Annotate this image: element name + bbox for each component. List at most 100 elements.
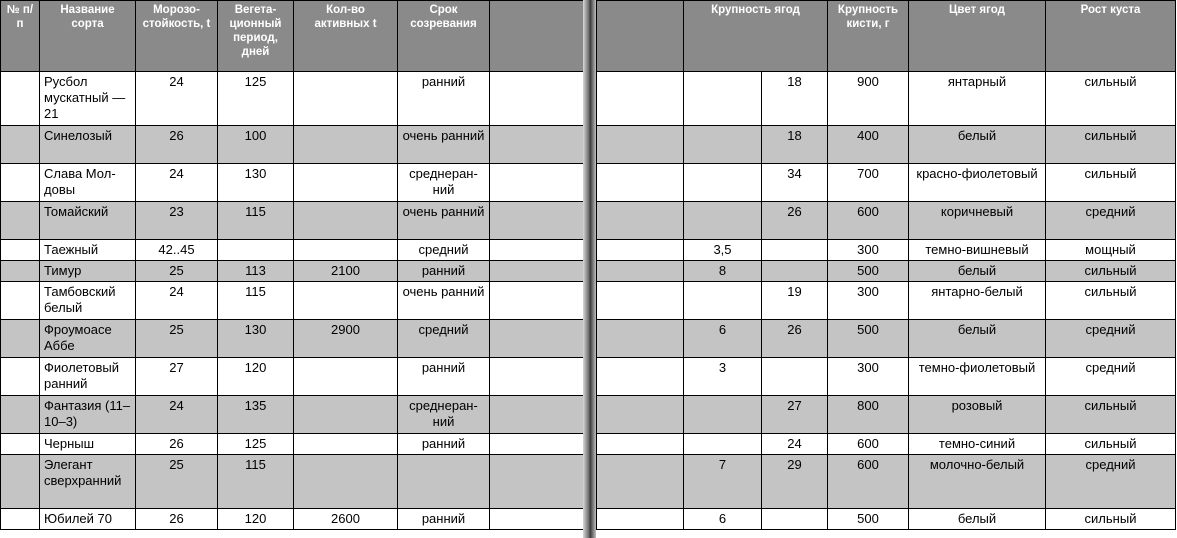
cell-number (0, 239, 40, 261)
cell-ripening-term (397, 454, 490, 509)
cell-variety-name: Таежный (39, 239, 136, 261)
col-header-berry-color: Цвет ягод (908, 0, 1046, 72)
cell-frost-resistance: 24 (135, 395, 218, 434)
col-header-cluster-size: Крупность кисти, г (827, 0, 909, 72)
cell-blank-right (596, 395, 684, 434)
cell-berry-size-b: 29 (761, 454, 828, 509)
table-row: Фантазия (11–10–3) 24 135 среднеран­ний (0, 395, 584, 434)
cell-blank-right (596, 508, 684, 530)
cell-blank-right (596, 239, 684, 261)
cell-variety-name: Фроумоасе Аббе (39, 319, 136, 358)
cell-frost-resistance: 26 (135, 508, 218, 530)
cell-blank (489, 454, 584, 509)
cell-bush-growth: сильный (1045, 163, 1176, 202)
cell-number (0, 433, 40, 455)
cell-vegetation-period (217, 239, 294, 261)
cell-cluster-size: 500 (827, 319, 909, 358)
col-header-number: № п/п (0, 0, 40, 72)
cell-blank (489, 163, 584, 202)
cell-berry-size-b: 27 (761, 395, 828, 434)
cell-variety-name: Слава Мол­довы (39, 163, 136, 202)
table-row: Фроумоасе Аббе 25 130 2900 средний (0, 319, 584, 358)
cell-frost-resistance: 25 (135, 319, 218, 358)
cell-frost-resistance: 25 (135, 260, 218, 282)
cell-cluster-size: 600 (827, 201, 909, 240)
cell-variety-name: Фиолето­вый ранний (39, 357, 136, 396)
page-gutter (583, 0, 596, 538)
cell-bush-growth: сильный (1045, 260, 1176, 282)
cell-active-temperatures (293, 125, 398, 164)
cell-active-temperatures: 2100 (293, 260, 398, 282)
cell-active-temperatures (293, 357, 398, 396)
cell-frost-resistance: 26 (135, 125, 218, 164)
cell-active-temperatures (293, 163, 398, 202)
cell-berry-size-b: 26 (761, 319, 828, 358)
cell-vegetation-period: 135 (217, 395, 294, 434)
cell-frost-resistance: 25 (135, 454, 218, 509)
cell-bush-growth: мощный (1045, 239, 1176, 261)
cell-ripening-term: очень ранний (397, 125, 490, 164)
cell-berry-size-a: 3,5 (683, 239, 762, 261)
cell-bush-growth: средний (1045, 319, 1176, 358)
cell-ripening-term: средний (397, 239, 490, 261)
cell-berry-color: белый (908, 260, 1046, 282)
cell-berry-size-a (683, 71, 762, 126)
cell-blank (489, 125, 584, 164)
cell-vegetation-period: 120 (217, 357, 294, 396)
table-row: 3 300 темно-фиолето­вый средний (596, 357, 1176, 396)
cell-berry-size-b (761, 357, 828, 396)
cell-ripening-term: очень ранний (397, 201, 490, 240)
cell-blank-right (596, 201, 684, 240)
cell-vegetation-period: 120 (217, 508, 294, 530)
cell-number (0, 319, 40, 358)
table-row: 6 26 500 белый средний (596, 319, 1176, 358)
cell-frost-resistance: 42..45 (135, 239, 218, 261)
cell-cluster-size: 600 (827, 433, 909, 455)
cell-bush-growth: сильный (1045, 71, 1176, 126)
cell-berry-size-a: 6 (683, 508, 762, 530)
cell-number (0, 281, 40, 320)
cell-bush-growth: сильный (1045, 125, 1176, 164)
cell-vegetation-period: 115 (217, 454, 294, 509)
col-header-blank-right (596, 0, 684, 72)
cell-blank (489, 357, 584, 396)
cell-berry-size-a (683, 201, 762, 240)
cell-blank (489, 508, 584, 530)
cell-cluster-size: 800 (827, 395, 909, 434)
cell-active-temperatures (293, 201, 398, 240)
cell-berry-size-b: 24 (761, 433, 828, 455)
cell-berry-color: розовый (908, 395, 1046, 434)
cell-number (0, 454, 40, 509)
table-row: 19 300 янтарно-белый сильный (596, 281, 1176, 320)
col-header-blank (489, 0, 584, 72)
cell-blank-right (596, 163, 684, 202)
cell-bush-growth: средний (1045, 201, 1176, 240)
cell-berry-color: красно-фиоле­товый (908, 163, 1046, 202)
cell-berry-color: белый (908, 125, 1046, 164)
cell-vegetation-period: 115 (217, 281, 294, 320)
cell-berry-color: молочно-белый (908, 454, 1046, 509)
cell-berry-color: темно-синий (908, 433, 1046, 455)
cell-berry-color: янтарный (908, 71, 1046, 126)
cell-vegetation-period: 113 (217, 260, 294, 282)
cell-blank-right (596, 125, 684, 164)
cell-blank (489, 201, 584, 240)
cell-blank-right (596, 281, 684, 320)
cell-berry-color: коричневый (908, 201, 1046, 240)
cell-frost-resistance: 26 (135, 433, 218, 455)
table-row: 6 500 белый сильный (596, 508, 1176, 530)
cell-berry-size-a: 8 (683, 260, 762, 282)
table-row: Русбол мускат­ный — 21 24 125 ранний (0, 71, 584, 126)
cell-active-temperatures (293, 454, 398, 509)
cell-blank-right (596, 71, 684, 126)
header-row-left: № п/п Название сорта Морозо­стойкость, t… (0, 0, 584, 72)
cell-frost-resistance: 23 (135, 201, 218, 240)
cell-berry-size-b: 26 (761, 201, 828, 240)
cell-berry-color: янтарно-белый (908, 281, 1046, 320)
cell-ripening-term: ранний (397, 260, 490, 282)
cell-berry-color: темно-вишневый (908, 239, 1046, 261)
cell-cluster-size: 400 (827, 125, 909, 164)
cell-number (0, 71, 40, 126)
table-row: Синелозый 26 100 очень ранний (0, 125, 584, 164)
cell-berry-size-b (761, 260, 828, 282)
